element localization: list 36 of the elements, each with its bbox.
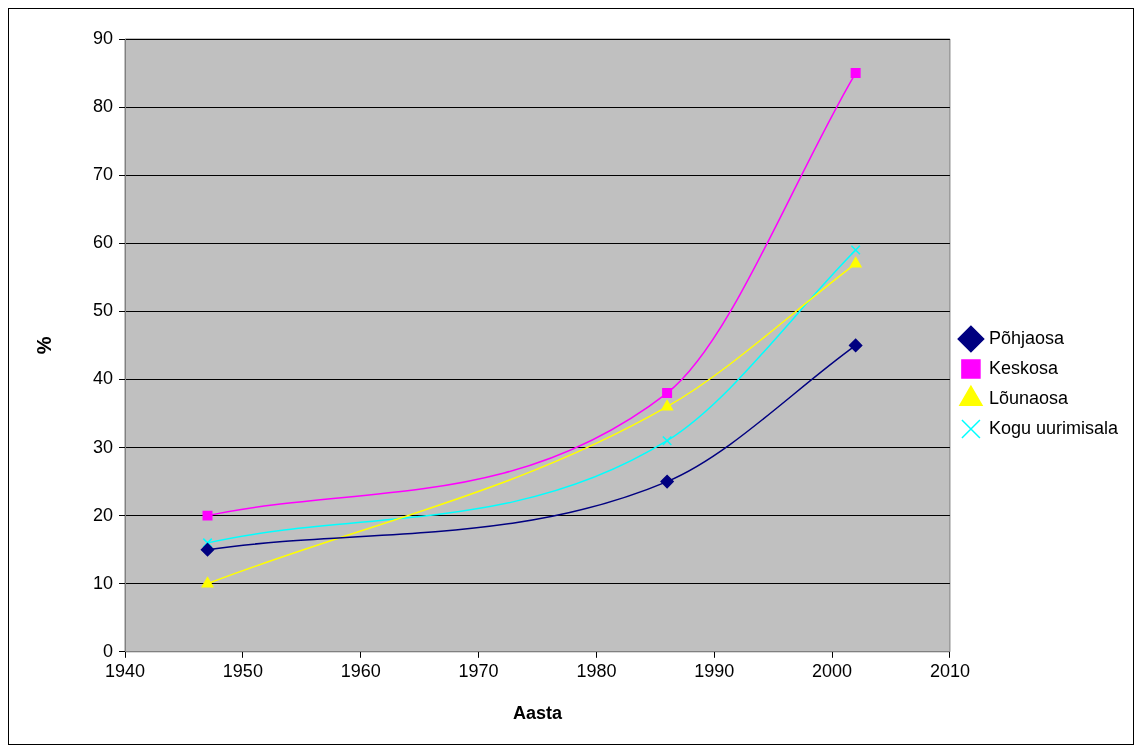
point bbox=[661, 399, 674, 411]
y-tick-label: 70 bbox=[92, 164, 114, 185]
x-tick-label: 2010 bbox=[929, 660, 970, 681]
y-tick-label: 50 bbox=[92, 300, 114, 321]
legend-label: Lõunaosa bbox=[988, 387, 1069, 408]
point bbox=[849, 256, 862, 268]
x-tick-label: 1940 bbox=[105, 660, 146, 681]
x-axis-title: Aasta bbox=[512, 703, 563, 724]
point bbox=[850, 68, 861, 79]
y-tick-label: 0 bbox=[103, 640, 114, 661]
legend-label: Põhjaosa bbox=[988, 327, 1065, 348]
point bbox=[200, 542, 215, 557]
point bbox=[662, 435, 673, 446]
y-tick-label: 80 bbox=[92, 96, 114, 117]
point bbox=[848, 338, 863, 353]
y-tick-label: 10 bbox=[92, 572, 114, 593]
y-tick-label: 60 bbox=[92, 232, 114, 253]
point bbox=[850, 245, 861, 256]
point bbox=[202, 537, 213, 548]
x-tick-label: 1970 bbox=[458, 660, 499, 681]
x-tick-label: 1990 bbox=[694, 660, 735, 681]
y-tick-label: 20 bbox=[92, 504, 114, 525]
x-tick-label: 1950 bbox=[222, 660, 263, 681]
point bbox=[660, 474, 674, 489]
y-tick-label: 30 bbox=[92, 436, 114, 457]
legend-label: Kogu uurimisala bbox=[988, 417, 1119, 438]
x-tick-label: 1960 bbox=[340, 660, 381, 681]
legend-label: Keskosa bbox=[988, 357, 1059, 378]
y-axis-title: % bbox=[32, 336, 55, 355]
point bbox=[201, 576, 214, 588]
y-tick-label: 40 bbox=[92, 368, 114, 389]
point bbox=[202, 510, 213, 521]
y-tick-label: 90 bbox=[92, 27, 114, 48]
x-tick-label: 1980 bbox=[576, 660, 617, 681]
point bbox=[662, 388, 673, 399]
x-tick-label: 2000 bbox=[812, 660, 853, 681]
